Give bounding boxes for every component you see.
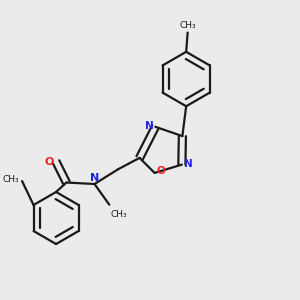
Text: O: O: [45, 157, 54, 167]
Text: N: N: [145, 121, 153, 131]
Text: CH₃: CH₃: [111, 210, 128, 219]
Text: N: N: [184, 159, 193, 169]
Text: CH₃: CH₃: [2, 175, 19, 184]
Text: O: O: [157, 167, 166, 176]
Text: N: N: [90, 172, 99, 182]
Text: CH₃: CH₃: [179, 21, 196, 30]
